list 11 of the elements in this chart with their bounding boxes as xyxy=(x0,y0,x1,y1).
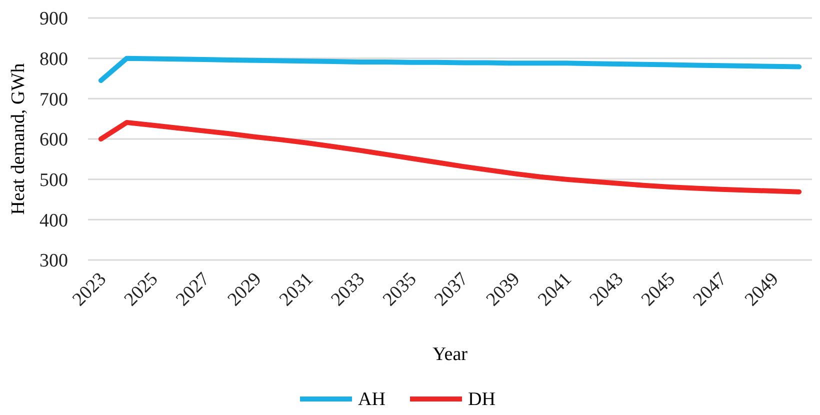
legend-label: AH xyxy=(358,389,386,410)
x-axis-title: Year xyxy=(432,344,468,365)
y-tick-label: 400 xyxy=(40,210,68,232)
y-tick-label: 700 xyxy=(40,89,68,110)
y-tick-label: 300 xyxy=(40,250,68,272)
y-axis-title: Heat demand, GWh xyxy=(8,62,29,215)
y-tick-label: 600 xyxy=(40,130,68,151)
legend-label: DH xyxy=(468,389,496,410)
y-tick-label: 500 xyxy=(40,170,68,191)
y-tick-label: 800 xyxy=(40,48,68,70)
y-tick-label: 900 xyxy=(40,8,68,30)
